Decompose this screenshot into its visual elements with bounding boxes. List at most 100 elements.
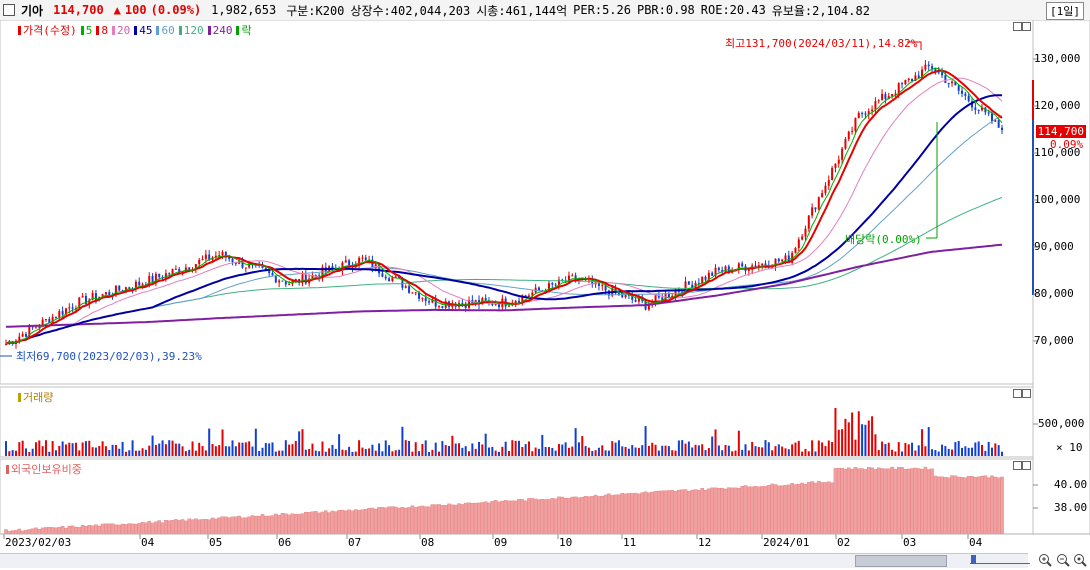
foreign-ratio-bar	[617, 494, 621, 535]
volume-bar	[1001, 451, 1003, 456]
foreign-ratio-bar	[107, 523, 112, 535]
select-checkbox[interactable]	[3, 4, 15, 16]
candle-body	[184, 267, 187, 272]
volume-panel-minimize[interactable]	[1013, 389, 1022, 398]
candle-body	[724, 266, 727, 272]
volume-bar	[684, 443, 687, 456]
candle-body	[41, 319, 44, 327]
zoom-slider-handle[interactable]	[971, 555, 976, 564]
foreign-ratio-bar	[723, 488, 728, 535]
volume-bar	[84, 441, 87, 456]
candle-body	[361, 257, 364, 259]
foreign-ratio-bar	[350, 510, 355, 535]
candle-body	[221, 251, 224, 256]
foreign-ratio-bar	[327, 512, 331, 535]
volume-bar	[534, 447, 537, 456]
foreign-ratio-bar	[840, 468, 844, 535]
foreign-ratio-bar	[926, 469, 931, 535]
candle-body	[927, 64, 930, 67]
foreign-ratio-bar	[520, 499, 525, 535]
period-selector[interactable]: [1일]	[1046, 2, 1084, 20]
candle-body	[441, 306, 444, 308]
volume-bar	[781, 446, 784, 456]
candle-body	[118, 285, 121, 291]
legend-ma240: 240	[212, 23, 233, 37]
foreign-ratio-bar	[330, 510, 335, 535]
foreign-ratio-bar	[760, 486, 764, 535]
zoom-out-icon[interactable]	[1056, 553, 1070, 567]
candle-body	[431, 299, 434, 303]
candle-body	[364, 257, 367, 260]
x-axis-label: 09	[494, 536, 508, 549]
volume-bar	[18, 442, 21, 456]
candle-body	[697, 282, 700, 284]
price-panel-minimize[interactable]	[1013, 22, 1022, 31]
volume-panel-close[interactable]	[1022, 389, 1031, 398]
volume-bar	[341, 449, 344, 456]
volume-bar	[234, 446, 237, 456]
volume-bar	[218, 445, 221, 456]
foreign-ratio-bar	[267, 515, 271, 535]
foreign-ratio-bar	[673, 491, 678, 535]
candle-body	[241, 259, 244, 268]
candle-body	[567, 275, 570, 283]
foreign-ratio-bar	[257, 516, 261, 535]
zoom-reset-icon[interactable]	[1073, 553, 1087, 567]
volume-bar	[744, 444, 747, 456]
candle-body	[414, 292, 417, 294]
foreign-ratio-bar	[473, 502, 478, 535]
candle-body	[974, 107, 977, 110]
foreign-ratio-bar	[264, 515, 268, 535]
foreign-ratio-bar	[87, 525, 92, 535]
volume-bar	[654, 444, 657, 456]
candle-body	[601, 285, 604, 287]
price-panel-close[interactable]	[1022, 22, 1031, 31]
candle-body	[714, 267, 717, 276]
foreign-ratio-bar	[523, 500, 528, 535]
foreign-ratio-bar	[177, 520, 181, 535]
candle-body	[274, 275, 277, 283]
foreign-ratio-bar	[580, 496, 585, 535]
foreign-ratio-bar	[433, 504, 438, 535]
foreign-panel-close[interactable]	[1022, 461, 1031, 470]
foreign-ratio-bar	[873, 469, 878, 535]
volume-bar	[328, 448, 331, 456]
stock-name[interactable]: 기아	[21, 3, 44, 18]
volume-bar	[388, 445, 391, 456]
candle-body	[91, 293, 94, 300]
stock-chart[interactable]	[0, 20, 1090, 570]
zoom-in-icon[interactable]	[1038, 553, 1052, 567]
foreign-ratio-bar	[290, 513, 295, 535]
volume-bar	[394, 450, 397, 456]
candle-body	[321, 267, 324, 279]
scrollbar-thumb[interactable]	[855, 555, 947, 567]
foreign-ratio-bar	[896, 466, 901, 535]
foreign-ratio-bar	[753, 485, 758, 535]
zoom-slider[interactable]	[970, 557, 1030, 564]
foreign-ratio-bar	[324, 510, 328, 535]
volume-bar	[231, 440, 234, 456]
candle-body	[194, 264, 197, 270]
foreign-ratio-bar	[713, 487, 718, 535]
horizontal-scrollbar[interactable]	[0, 553, 1028, 568]
volume-bar	[224, 446, 227, 456]
candle-body	[794, 248, 797, 253]
candle-body	[148, 276, 151, 287]
foreign-ratio-bar	[34, 527, 38, 535]
x-axis-label: 10	[559, 536, 573, 549]
volume-bar	[807, 451, 810, 456]
volume-bar	[431, 449, 434, 456]
foreign-ratio-bar	[530, 498, 535, 535]
foreign-ratio-bar	[240, 517, 245, 535]
foreign-ratio-bar	[540, 499, 545, 535]
foreign-panel-minimize[interactable]	[1013, 461, 1022, 470]
candle-body	[994, 120, 997, 122]
volume-bar	[814, 451, 817, 456]
candle-body	[961, 90, 964, 94]
foreign-ratio-bar	[667, 490, 671, 535]
foreign-ratio-bar	[104, 523, 108, 535]
foreign-ratio-bar	[693, 489, 698, 535]
foreign-ratio-bar	[983, 475, 988, 535]
foreign-ratio-bar	[976, 476, 981, 535]
foreign-ratio-bar	[600, 495, 605, 535]
